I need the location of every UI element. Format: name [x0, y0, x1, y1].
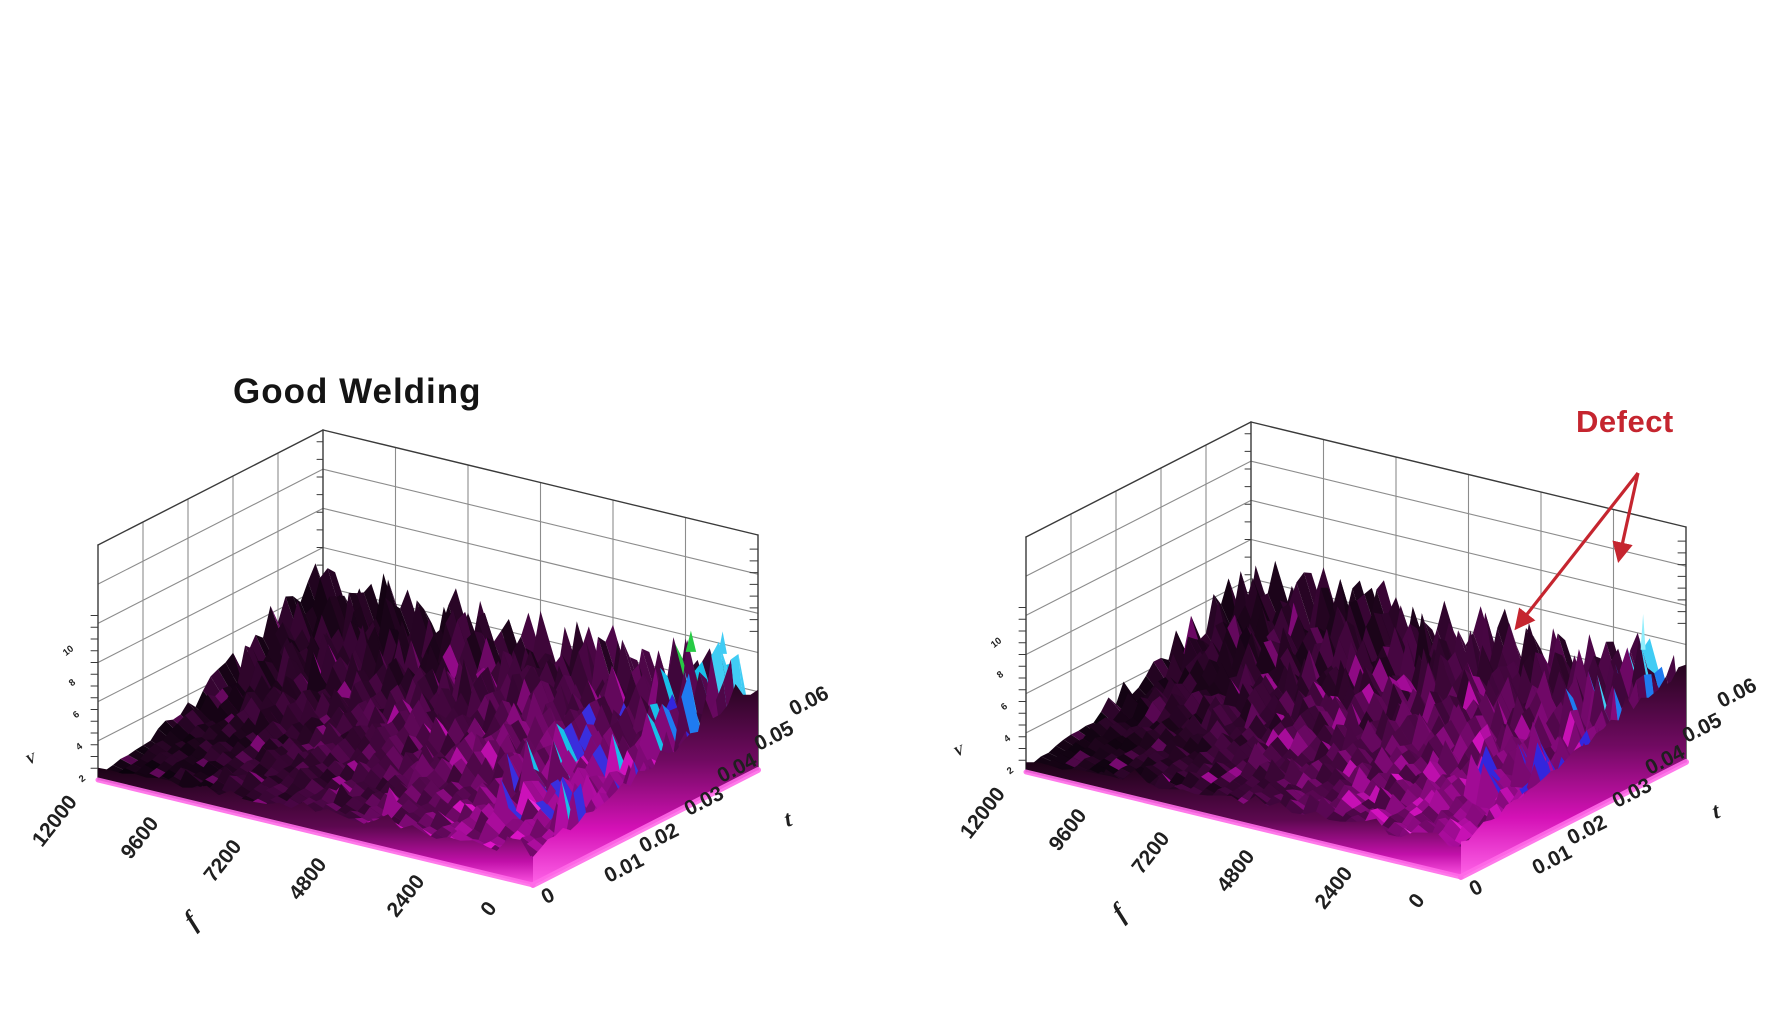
svg-text:4: 4 [1002, 733, 1014, 745]
svg-text:f: f [178, 904, 207, 934]
good-welding-3d-spectrogram: 12000 9600 7200 4800 2400 0 00.010.020.030.040… [24, 429, 833, 934]
svg-text:V: V [952, 742, 968, 760]
svg-text:0: 0 [1466, 875, 1487, 901]
svg-text:f: f [1106, 896, 1135, 926]
svg-text:9600: 9600 [1044, 805, 1091, 856]
svg-text:2400: 2400 [382, 871, 429, 922]
svg-text:4800: 4800 [1212, 846, 1259, 897]
svg-text:7200: 7200 [199, 836, 246, 887]
svg-text:9600: 9600 [116, 813, 163, 864]
svg-text:2: 2 [77, 773, 88, 785]
svg-text:0: 0 [538, 883, 559, 909]
svg-text:10: 10 [989, 635, 1004, 650]
svg-text:t: t [1709, 798, 1723, 824]
svg-text:4: 4 [74, 741, 86, 753]
svg-text:8: 8 [67, 677, 78, 689]
svg-text:V: V [24, 750, 40, 768]
svg-text:12000: 12000 [956, 783, 1010, 843]
svg-text:6: 6 [71, 709, 82, 721]
svg-text:0.06: 0.06 [1714, 674, 1761, 713]
good-welding-title: Good Welding [233, 372, 482, 411]
svg-text:2400: 2400 [1310, 863, 1357, 914]
svg-text:8: 8 [995, 669, 1006, 681]
svg-text:10: 10 [61, 643, 76, 658]
svg-text:0: 0 [1404, 889, 1429, 912]
defect-3d-spectrogram: 12000 9600 7200 4800 2400 0 00.010.020.030.040… [952, 421, 1761, 926]
svg-text:0.01: 0.01 [1529, 841, 1576, 880]
svg-text:2: 2 [1005, 765, 1016, 777]
svg-text:7200: 7200 [1127, 828, 1174, 879]
svg-text:0.06: 0.06 [786, 682, 833, 721]
svg-text:12000: 12000 [28, 791, 82, 851]
svg-text:0: 0 [476, 897, 501, 920]
svg-text:t: t [781, 806, 795, 832]
svg-text:4800: 4800 [284, 854, 331, 905]
svg-text:0.01: 0.01 [601, 849, 648, 888]
defect-annotation-label: Defect [1576, 404, 1674, 439]
svg-text:6: 6 [999, 701, 1010, 713]
